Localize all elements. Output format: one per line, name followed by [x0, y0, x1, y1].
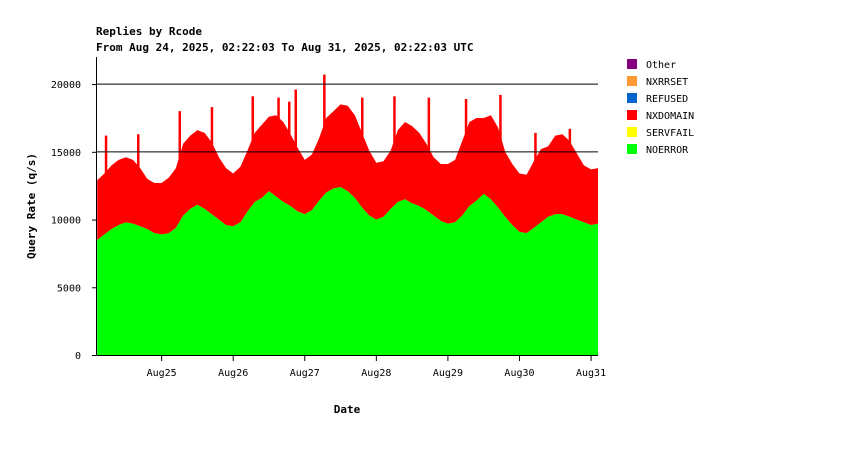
nxdomain-spike: [294, 89, 297, 193]
nxdomain-spike: [277, 97, 280, 193]
legend-swatch-refused: [627, 93, 637, 103]
x-tick-label: Aug26: [218, 368, 248, 379]
x-tick-label: Aug25: [147, 368, 177, 379]
area-noerror: [97, 187, 598, 355]
nxdomain-spike: [361, 97, 364, 193]
nxdomain-spike: [393, 96, 396, 193]
x-axis-label: Date: [334, 403, 361, 416]
nxdomain-spike: [251, 96, 254, 193]
y-tick-label: 20000: [51, 80, 81, 91]
y-tick-label: 0: [75, 351, 81, 362]
nxdomain-spike: [427, 97, 431, 193]
nxdomain-spike: [210, 107, 214, 193]
legend-label-refused: REFUSED: [646, 94, 688, 105]
nxdomain-spike: [288, 101, 291, 193]
legend-swatch-servfail: [627, 127, 637, 137]
y-tick-label: 10000: [51, 216, 81, 227]
nxdomain-spike: [534, 132, 537, 193]
legend-swatch-other: [627, 59, 637, 69]
legend-label-other: Other: [646, 60, 676, 71]
legend-swatch-nxrrset: [627, 76, 637, 86]
nxdomain-spike: [499, 94, 502, 193]
nxdomain-spike: [568, 128, 572, 193]
chart-title: Replies by Rcode: [96, 25, 202, 38]
legend-label-nxrrset: NXRRSET: [646, 77, 688, 88]
legend-label-nxdomain: NXDOMAIN: [646, 111, 694, 122]
x-tick-label: Aug27: [290, 368, 320, 379]
x-tick-label: Aug30: [504, 368, 534, 379]
axes: 0 5000 10000 15000 20000 Aug25 Aug26 Aug27 Aug28…: [51, 57, 606, 379]
legend: Other NXRRSET REFUSED NXDOMAIN SERVFAIL NOERR…: [627, 59, 694, 156]
y-axis-label: Query Rate (q/s): [25, 153, 38, 259]
legend-label-noerror: NOERROR: [646, 145, 689, 156]
x-tick-label: Aug28: [361, 368, 391, 379]
nxdomain-spike: [104, 135, 108, 193]
plot-area: [97, 74, 598, 355]
x-tick-label: Aug31: [576, 368, 606, 379]
area-nxdomain: [97, 104, 598, 240]
x-tick-label: Aug29: [433, 368, 463, 379]
nxdomain-spike: [323, 74, 326, 193]
y-tick-label: 5000: [57, 283, 81, 294]
chart-subtitle: From Aug 24, 2025, 02:22:03 To Aug 31, 2…: [96, 41, 474, 54]
legend-swatch-noerror: [627, 144, 637, 154]
nxdomain-spike: [137, 134, 140, 193]
legend-label-servfail: SERVFAIL: [646, 128, 694, 139]
nxdomain-spike: [464, 99, 468, 193]
y-tick-label: 15000: [51, 148, 81, 159]
legend-swatch-nxdomain: [627, 110, 637, 120]
